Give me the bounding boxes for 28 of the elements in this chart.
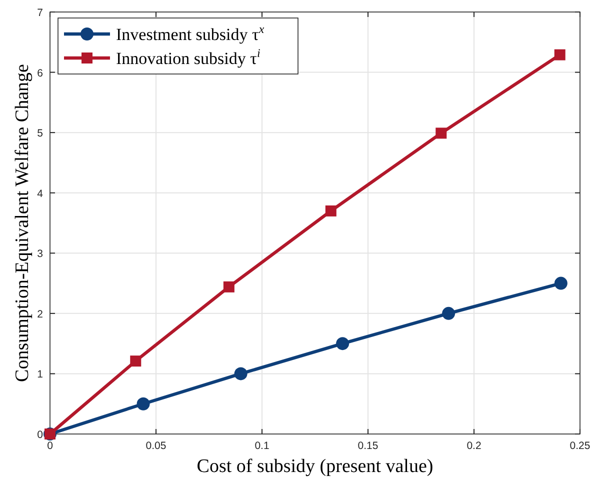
y-tick-label: 5 <box>37 128 44 140</box>
point <box>436 128 447 139</box>
x-axis-title: Cost of subsidy (present value) <box>196 456 434 477</box>
y-tick-label: 0 <box>37 429 44 441</box>
x-tick-label: 0.05 <box>146 440 166 452</box>
point <box>136 397 150 410</box>
x-tick-label: 0.15 <box>358 440 378 452</box>
y-tick-label: 6 <box>37 67 44 80</box>
legend-label: Innovation subsidy τ$^{i}$ <box>116 46 260 68</box>
y-tick-label: 4 <box>37 188 44 200</box>
point <box>554 276 568 290</box>
point <box>234 367 248 380</box>
y-tick-label: 7 <box>37 7 44 19</box>
y-tick-label: 1 <box>37 368 44 381</box>
x-tick-label: 0 <box>47 440 54 452</box>
x-tick-label: 0.2 <box>466 440 482 452</box>
x-tick-label: 0.25 <box>570 440 590 452</box>
point <box>442 306 456 320</box>
point <box>130 356 142 367</box>
y-tick-label: 2 <box>37 308 44 320</box>
point <box>336 337 350 350</box>
y-axis-title: Consumption-Equivalent Welfare Change <box>12 64 33 382</box>
y-tick-label: 3 <box>37 248 44 260</box>
point <box>554 49 566 60</box>
x-tick-label: 0.1 <box>254 440 270 452</box>
legend-label: Investment subsidy τ$^{x}$ <box>116 22 265 44</box>
point <box>223 281 234 292</box>
point <box>325 205 336 216</box>
